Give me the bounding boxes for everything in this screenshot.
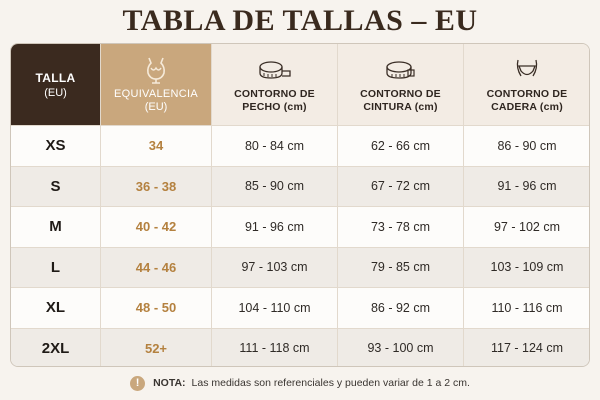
cadera-cell: 103 - 109 cm: [490, 260, 564, 275]
page-title: TABLA DE TALLAS – EU: [122, 4, 478, 37]
header-talla: TALLA (EU): [11, 44, 101, 125]
header-cintura: CONTORNO DE CINTURA (cm): [338, 44, 464, 125]
table-row: 2XL 52+ 111 - 118 cm 93 - 100 cm 117 - 1…: [11, 327, 589, 366]
size-cell: XS: [11, 126, 101, 166]
cintura-cell: 67 - 72 cm: [338, 166, 464, 206]
equivalencia-cell: 48 - 50: [101, 288, 212, 328]
pecho-cell: 80 - 84 cm: [212, 126, 338, 166]
equivalencia-cell: 34: [101, 126, 212, 166]
header-equivalencia-sublabel: (EU): [144, 101, 168, 113]
size-cell: L: [11, 247, 101, 287]
header-cadera: CONTORNO DE CADERA (cm): [464, 44, 589, 125]
header-cintura-sublabel: CINTURA (cm): [363, 100, 438, 113]
pecho-cell: 111 - 118 cm: [212, 328, 338, 366]
cadera-cell: 117 - 124 cm: [490, 341, 564, 356]
size-cell: M: [11, 207, 101, 247]
equivalencia-cell: 36 - 38: [101, 166, 212, 206]
note-label: NOTA:: [153, 377, 186, 389]
header-talla-label: TALLA: [35, 70, 76, 85]
equivalencia-cell: 52+: [101, 328, 212, 366]
bust-form-icon: [141, 56, 171, 84]
cadera-cell: 97 - 102 cm: [493, 219, 560, 234]
pecho-cell: 97 - 103 cm: [212, 247, 338, 287]
header-cintura-label: CONTORNO DE: [360, 87, 441, 100]
cadera-cell: 91 - 96 cm: [497, 179, 557, 194]
header-cadera-label: CONTORNO DE: [486, 87, 568, 100]
header-pecho-label: CONTORNO DE: [234, 87, 315, 100]
table-body: XS 34 80 - 84 cm 62 - 66 cm 86 - 90 cm S…: [11, 125, 589, 366]
header-pecho-sublabel: PECHO (cm): [242, 100, 307, 113]
cadera-cell: 110 - 116 cm: [491, 300, 563, 315]
pecho-cell: 104 - 110 cm: [212, 288, 338, 328]
size-cell: 2XL: [11, 328, 101, 366]
cintura-cell: 79 - 85 cm: [338, 247, 464, 287]
measuring-tape-icon: [384, 56, 418, 84]
cadera-cell: 86 - 90 cm: [497, 138, 557, 153]
measuring-tape-icon: [258, 56, 292, 84]
exclamation-icon: !: [130, 375, 146, 391]
table-row: XS 34 80 - 84 cm 62 - 66 cm 86 - 90 cm: [11, 125, 589, 166]
header-pecho: CONTORNO DE PECHO (cm): [212, 44, 338, 125]
cintura-cell: 86 - 92 cm: [338, 288, 464, 328]
header-talla-sublabel: (EU): [44, 86, 67, 99]
pecho-cell: 91 - 96 cm: [212, 207, 338, 247]
pecho-cell: 85 - 90 cm: [212, 166, 338, 206]
equivalencia-cell: 40 - 42: [101, 207, 212, 247]
header-cadera-sublabel: CADERA (cm): [491, 100, 563, 113]
header-equivalencia-label: EQUIVALENCIA: [113, 88, 199, 100]
hips-underwear-icon: [512, 56, 542, 84]
footnote: ! NOTA: Las medidas son referenciales y …: [0, 374, 600, 392]
cintura-cell: 62 - 66 cm: [338, 126, 464, 166]
header-equivalencia: EQUIVALENCIA (EU): [101, 44, 212, 125]
cintura-cell: 73 - 78 cm: [338, 207, 464, 247]
note-text: Las medidas son referenciales y pueden v…: [191, 377, 470, 389]
size-cell: S: [11, 166, 101, 206]
cintura-cell: 93 - 100 cm: [338, 328, 464, 366]
table-row: XL 48 - 50 104 - 110 cm 86 - 92 cm 110 -…: [11, 287, 589, 328]
table-row: M 40 - 42 91 - 96 cm 73 - 78 cm 97 - 102…: [11, 206, 589, 247]
table-row: L 44 - 46 97 - 103 cm 79 - 85 cm 103 - 1…: [11, 246, 589, 287]
equivalencia-cell: 44 - 46: [101, 247, 212, 287]
table-header: TALLA (EU) EQUIVALENCIA (EU): [11, 44, 589, 125]
table-row: S 36 - 38 85 - 90 cm 67 - 72 cm 91 - 96 …: [11, 165, 589, 206]
size-cell: XL: [11, 288, 101, 328]
size-table: TALLA (EU) EQUIVALENCIA (EU): [10, 43, 590, 367]
